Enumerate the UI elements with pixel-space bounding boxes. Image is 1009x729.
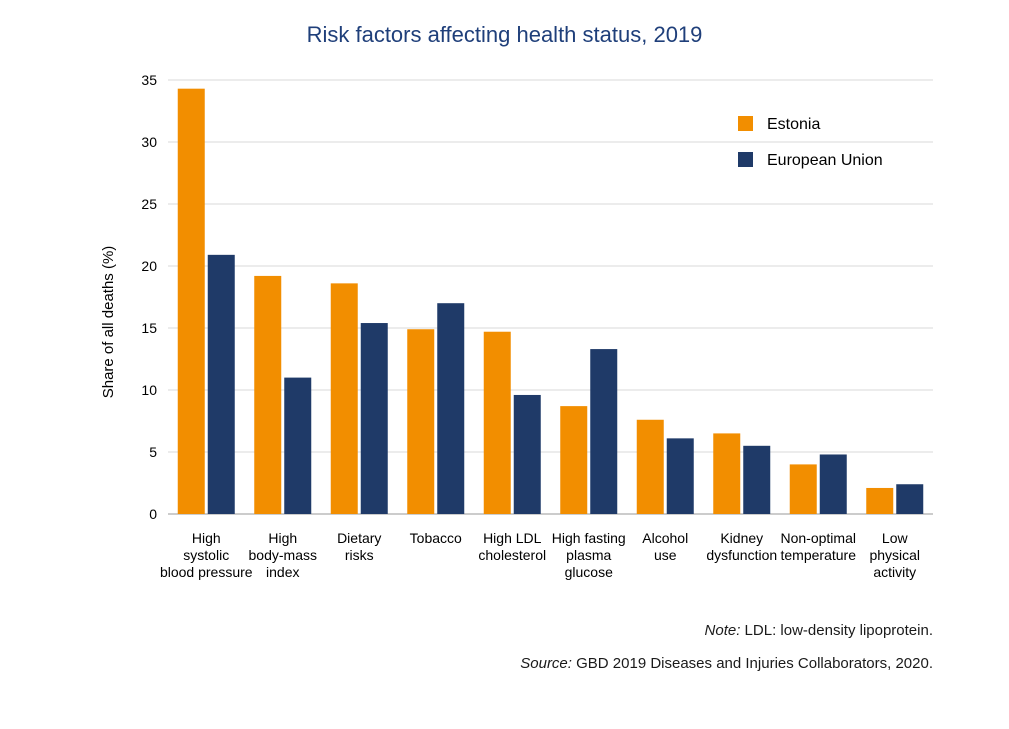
x-category-label: High systolic blood pressure (160, 530, 253, 580)
x-category-label-line: temperature (781, 547, 857, 563)
bar-estonia (636, 419, 664, 514)
source-line: Source: GBD 2019 Diseases and Injuries C… (520, 655, 933, 672)
x-category-label-line: Dietary (337, 530, 381, 546)
bar-european-union (437, 303, 465, 514)
x-category-label: Alcohol use (642, 530, 688, 563)
x-category-label-line: glucose (565, 564, 613, 580)
bar-estonia (713, 433, 741, 514)
x-category-label-line: systolic (183, 547, 229, 563)
x-category-label-line: physical (869, 547, 920, 563)
source-text: GBD 2019 Diseases and Injuries Collabora… (571, 655, 933, 672)
y-axis-label: Share of all deaths (%) (100, 246, 117, 399)
source-label: Source: (520, 655, 572, 672)
x-category-label-line: risks (345, 547, 374, 563)
x-category-label: Kidney dysfunction (706, 530, 777, 563)
bar-estonia (483, 331, 511, 514)
legend-label: Estonia (767, 116, 820, 133)
bar-estonia (177, 88, 205, 515)
x-category-label-line: plasma (566, 547, 611, 563)
note-line: Note: LDL: low-density lipoprotein. (705, 622, 933, 639)
chart-title: Risk factors affecting health status, 20… (306, 22, 703, 47)
bar-european-union (360, 323, 388, 514)
x-category-label: Dietary risks (337, 530, 381, 563)
y-tick-label: 20 (141, 258, 157, 274)
x-category-label: High body-mass index (249, 530, 317, 580)
bar-european-union (207, 254, 235, 514)
x-category-label-line: body-mass (249, 547, 317, 563)
y-tick-label: 15 (141, 320, 157, 336)
x-category-label-line: High LDL (483, 530, 542, 546)
bar-estonia (330, 283, 358, 514)
x-category-label-line: Low (882, 530, 909, 546)
gridlines (168, 79, 933, 515)
y-tick-label: 0 (149, 506, 157, 522)
x-category-label-line: High (192, 530, 221, 546)
x-category-label-line: Kidney (720, 530, 763, 546)
bar-estonia (866, 487, 894, 514)
x-category-label: High fasting plasma glucose (552, 530, 626, 580)
x-category-label-line: blood pressure (160, 564, 253, 580)
legend-label: European Union (767, 152, 883, 169)
legend: Estonia European Union (738, 116, 883, 169)
x-category-label-line: Alcohol (642, 530, 688, 546)
bar-estonia (407, 329, 435, 514)
x-category-label-line: High fasting (552, 530, 626, 546)
x-category-label-line: dysfunction (706, 547, 777, 563)
y-tick-label: 10 (141, 382, 157, 398)
bars (177, 88, 924, 515)
y-tick-label: 25 (141, 196, 157, 212)
x-category-label-line: cholesterol (478, 547, 546, 563)
bar-european-union (513, 394, 541, 514)
x-category-label: Low physical activity (869, 530, 920, 580)
x-category-label-line: Tobacco (410, 530, 462, 546)
y-tick-label: 30 (141, 134, 157, 150)
x-category-label-line: use (654, 547, 677, 563)
x-category-label-line: High (268, 530, 297, 546)
x-category-label-line: Non-optimal (781, 530, 856, 546)
note-label: Note: (704, 622, 741, 639)
x-category-label: Tobacco (410, 530, 462, 546)
bar-european-union (666, 438, 694, 514)
bar-european-union (819, 454, 847, 514)
x-category-label-line: activity (873, 564, 916, 580)
bar-european-union (896, 484, 924, 514)
note-text: LDL: low-density lipoprotein. (740, 622, 933, 639)
bar-estonia (560, 406, 588, 514)
y-axis: 0 5 10 15 20 25 30 35 (141, 72, 157, 522)
bar-estonia (254, 275, 282, 514)
bar-estonia (789, 464, 817, 514)
x-category-label-line: index (266, 564, 299, 580)
legend-swatch (738, 116, 753, 131)
bar-european-union (743, 445, 771, 514)
y-tick-label: 5 (149, 444, 157, 460)
bar-european-union (284, 377, 312, 514)
legend-swatch (738, 152, 753, 167)
x-category-label: Non-optimal temperature (781, 530, 857, 563)
x-category-label: High LDL cholesterol (478, 530, 546, 563)
bar-european-union (590, 349, 618, 514)
y-tick-label: 35 (141, 72, 157, 88)
